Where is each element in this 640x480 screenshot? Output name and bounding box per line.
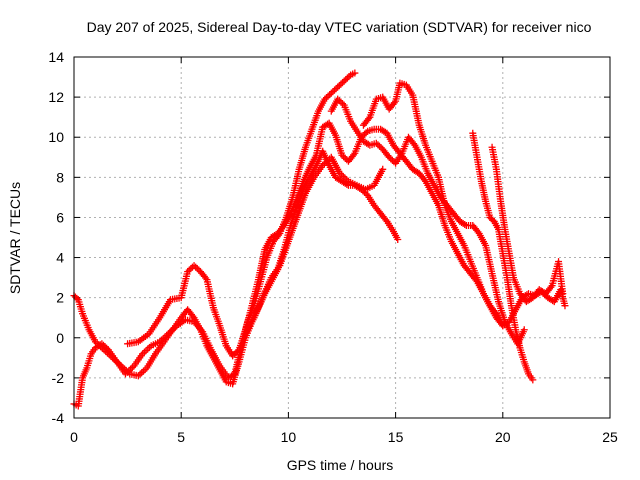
data-point — [385, 153, 393, 161]
data-point — [376, 142, 384, 150]
series-track-7 — [469, 129, 537, 384]
data-point — [559, 290, 567, 298]
data-point — [139, 367, 147, 375]
data-point — [329, 88, 337, 96]
data-point — [388, 156, 396, 164]
data-point — [461, 220, 469, 228]
data-point — [136, 370, 144, 378]
y-tick-label: 0 — [56, 330, 64, 346]
data-point — [189, 312, 197, 320]
data-point — [339, 79, 347, 87]
data-point — [327, 89, 335, 97]
data-point — [128, 363, 136, 371]
data-point — [361, 130, 369, 138]
data-point — [351, 69, 359, 77]
grid-lines — [74, 57, 610, 418]
series-track-6 — [242, 153, 387, 338]
data-point — [193, 265, 201, 273]
chart-title: Day 207 of 2025, Sidereal Day-to-day VTE… — [87, 19, 592, 35]
data-point — [321, 95, 329, 103]
data-point — [232, 349, 240, 357]
data-point — [229, 352, 237, 360]
data-point — [338, 151, 346, 159]
data-point — [547, 283, 555, 291]
data-point — [334, 83, 342, 91]
data-point — [330, 86, 338, 94]
y-tick-label: 14 — [48, 49, 64, 65]
data-point — [140, 348, 148, 356]
data-point — [184, 268, 192, 276]
data-point — [332, 85, 340, 93]
y-tick-label: 10 — [48, 129, 64, 145]
data-point — [361, 188, 369, 196]
data-point — [337, 80, 345, 88]
data-point — [233, 347, 241, 355]
y-tick-label: 12 — [48, 89, 64, 105]
data-point — [374, 141, 382, 149]
data-point — [345, 73, 353, 81]
y-tick-label: 8 — [56, 169, 64, 185]
x-tick-label: 25 — [602, 429, 618, 445]
data-point — [372, 139, 380, 147]
x-tick-label: 20 — [495, 429, 511, 445]
data-point — [410, 140, 418, 148]
data-point — [334, 95, 342, 103]
data-point — [379, 165, 387, 173]
series-track-8 — [488, 143, 567, 306]
y-tick-label: 6 — [56, 209, 64, 225]
data-point — [202, 274, 210, 282]
data-point — [387, 155, 395, 163]
data-point — [279, 223, 287, 231]
y-tick-label: -2 — [52, 370, 65, 386]
data-point — [326, 91, 334, 99]
data-point — [185, 266, 193, 274]
data-point — [144, 345, 152, 353]
data-point — [337, 98, 345, 106]
data-point — [142, 347, 150, 355]
series-track-2 — [70, 147, 402, 388]
data-point — [529, 376, 537, 384]
x-tick-label: 5 — [177, 429, 185, 445]
data-point — [335, 82, 343, 90]
data-point — [187, 265, 195, 273]
data-point — [520, 326, 528, 334]
data-point — [230, 350, 238, 358]
data-point — [324, 92, 332, 100]
data-point — [190, 262, 198, 270]
axes — [73, 56, 611, 419]
data-point — [362, 129, 370, 137]
data-point — [390, 99, 398, 107]
tick-labels: 0 5 10 15 20 25 -4 -2 0 2 4 6 8 10 12 14 — [48, 49, 618, 445]
data-point — [192, 263, 200, 271]
data-points — [70, 69, 569, 410]
data-point — [340, 77, 348, 85]
data-point — [382, 216, 390, 224]
x-tick-label: 0 — [70, 429, 78, 445]
data-point — [342, 76, 350, 84]
y-tick-label: -4 — [52, 410, 65, 426]
data-point — [322, 94, 330, 102]
y-tick-label: 4 — [56, 250, 64, 266]
data-point — [420, 176, 428, 184]
series-track-5 — [327, 95, 528, 348]
x-axis-label: GPS time / hours — [287, 457, 394, 473]
x-tick-label: 15 — [388, 429, 404, 445]
data-point — [561, 302, 569, 310]
plot-frame — [73, 56, 611, 419]
y-tick-label: 2 — [56, 290, 64, 306]
data-point — [340, 153, 348, 161]
data-point — [339, 100, 347, 108]
data-point — [73, 294, 81, 302]
data-point — [365, 115, 373, 123]
data-point — [343, 74, 351, 82]
data-point — [335, 97, 343, 105]
data-point — [394, 236, 402, 244]
x-tick-label: 10 — [281, 429, 297, 445]
y-axis-label: SDTVAR / TECUs — [7, 182, 23, 294]
data-point — [350, 151, 358, 159]
data-point — [474, 228, 482, 236]
